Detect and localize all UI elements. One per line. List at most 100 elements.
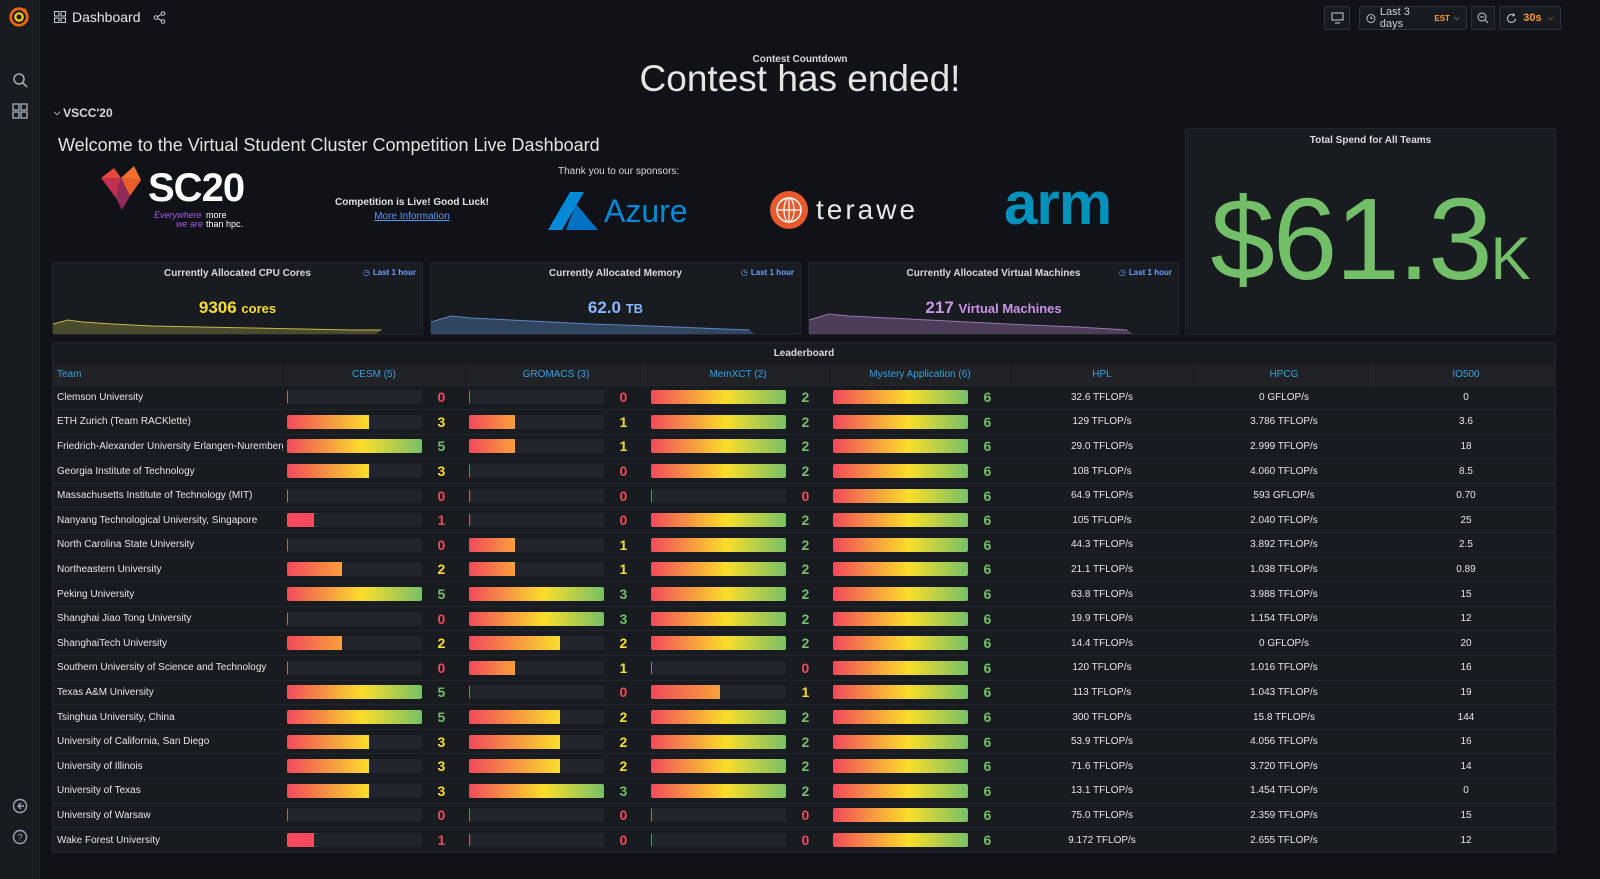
column-header-io500[interactable]: IO500	[1375, 365, 1555, 385]
column-header-cesm[interactable]: CESM (5)	[283, 365, 466, 385]
column-header-hpcg[interactable]: HPCG	[1193, 365, 1376, 385]
share-icon[interactable]	[153, 10, 166, 24]
gauge-fill	[651, 783, 786, 798]
gauge-track	[651, 562, 786, 577]
search-icon[interactable]	[10, 70, 30, 90]
score-gauge: 2	[647, 537, 829, 553]
gauge-track	[469, 537, 604, 552]
gauge-value: 6	[983, 635, 992, 652]
score-gauge-cell: 2	[647, 409, 829, 435]
tv-mode-button[interactable]	[1324, 6, 1350, 30]
gauge-track	[833, 783, 968, 798]
dashboards-icon[interactable]	[10, 101, 30, 121]
sign-in-icon[interactable]	[10, 796, 30, 816]
grafana-logo-icon[interactable]	[8, 6, 30, 28]
score-gauge: 2	[647, 414, 829, 430]
io500-value: 20	[1375, 630, 1555, 656]
score-gauge-cell: 6	[829, 482, 1011, 508]
gauge-value: 3	[437, 733, 446, 750]
score-gauge-cell: 6	[829, 556, 1011, 582]
score-gauge-cell: 6	[829, 630, 1011, 656]
gauge-fill	[651, 513, 786, 528]
time-override-link[interactable]: ◷ Last 1 hour	[741, 268, 794, 277]
gauge-fill	[469, 562, 515, 577]
gauge-fill	[651, 685, 720, 700]
gauge-track	[469, 783, 604, 798]
gauge-fill	[651, 587, 786, 602]
gauge-value: 0	[437, 659, 446, 676]
column-header-memxct[interactable]: MemXCT (2)	[647, 365, 830, 385]
team-name: Northeastern University	[53, 556, 283, 582]
score-gauge: 0	[465, 463, 647, 479]
column-header-mystery[interactable]: Mystery Application (6)	[829, 365, 1012, 385]
score-gauge-cell: 2	[647, 605, 829, 631]
azure-logo: Azure	[548, 190, 698, 232]
azure-icon	[548, 192, 598, 230]
score-gauge: 2	[647, 438, 829, 454]
table-row: University of California, San Diego 3 2 2 6 5…	[53, 728, 1555, 754]
gauge-fill	[469, 587, 604, 602]
gauge-track	[469, 464, 604, 479]
hpcg-value: 3.988 TFLOP/s	[1193, 581, 1375, 607]
score-gauge: 3	[465, 611, 647, 627]
gauge-value: 6	[983, 487, 992, 504]
score-gauge-cell: 6	[829, 728, 1011, 754]
row-collapse-toggle[interactable]: ⌵ VSCC'20	[54, 106, 113, 120]
gauge-fill	[651, 636, 786, 651]
gauge-fill	[469, 759, 560, 774]
refresh-icon	[1507, 12, 1517, 23]
table-row: Massachusetts Institute of Technology (M…	[53, 482, 1555, 508]
gauge-value: 0	[801, 659, 810, 676]
hpl-value: 29.0 TFLOP/s	[1011, 433, 1193, 459]
gauge-track	[651, 464, 786, 479]
score-gauge-cell: 6	[829, 507, 1011, 533]
time-override-link[interactable]: ◷ Last 1 hour	[1119, 268, 1172, 277]
score-gauge: 6	[829, 783, 1011, 799]
team-name: Friedrich-Alexander University Erlangen-…	[53, 433, 283, 459]
score-gauge-cell: 6	[829, 433, 1011, 459]
zoom-out-button[interactable]	[1471, 6, 1495, 30]
io500-value: 14	[1375, 753, 1555, 779]
hpcg-value: 3.892 TFLOP/s	[1193, 532, 1375, 558]
team-name: Nanyang Technological University, Singap…	[53, 507, 283, 533]
score-gauge-cell: 3	[283, 409, 465, 435]
score-gauge-cell: 0	[283, 655, 465, 681]
table-row: Clemson University 0 0 2 6 32.6 TFLOP/s 0 GFLO…	[53, 384, 1555, 410]
column-header-team[interactable]: Team	[53, 365, 284, 385]
gauge-value: 6	[983, 733, 992, 750]
gauge-track	[287, 710, 422, 725]
score-gauge: 0	[283, 660, 465, 676]
refresh-picker-button[interactable]: 30s ⌵	[1499, 6, 1561, 30]
gauge-value: 5	[437, 709, 446, 726]
gauge-track	[651, 759, 786, 774]
io500-value: 12	[1375, 827, 1555, 852]
score-gauge: 5	[283, 586, 465, 602]
gauge-fill	[287, 439, 422, 454]
score-gauge-cell: 2	[283, 630, 465, 656]
gauge-track	[287, 685, 422, 700]
gauge-value: 2	[801, 389, 810, 406]
gauge-fill	[833, 390, 968, 405]
gauge-value: 0	[437, 807, 446, 824]
score-gauge: 0	[465, 807, 647, 823]
team-name: Southern University of Science and Techn…	[53, 655, 283, 681]
score-gauge: 6	[829, 463, 1011, 479]
dashboard-title[interactable]: Dashboard	[72, 9, 141, 25]
hpl-value: 113 TFLOP/s	[1011, 679, 1193, 705]
score-gauge-cell: 2	[647, 384, 829, 410]
column-header-gromacs[interactable]: GROMACS (3)	[465, 365, 648, 385]
column-header-hpl[interactable]: HPL	[1011, 365, 1194, 385]
gauge-value: 0	[619, 832, 628, 849]
score-gauge-cell: 2	[647, 433, 829, 459]
score-gauge-cell: 2	[647, 704, 829, 730]
help-icon[interactable]: ?	[10, 827, 30, 847]
score-gauge-cell: 0	[465, 482, 647, 508]
time-override-link[interactable]: ◷ Last 1 hour	[363, 268, 416, 277]
io500-value: 144	[1375, 704, 1555, 730]
score-gauge-cell: 1	[465, 433, 647, 459]
score-gauge: 2	[647, 389, 829, 405]
gauge-track	[651, 783, 786, 798]
more-information-link[interactable]: More Information	[374, 211, 450, 222]
score-gauge-cell: 6	[829, 605, 1011, 631]
time-picker-button[interactable]: Last 3 days EST ⌵	[1359, 6, 1467, 30]
